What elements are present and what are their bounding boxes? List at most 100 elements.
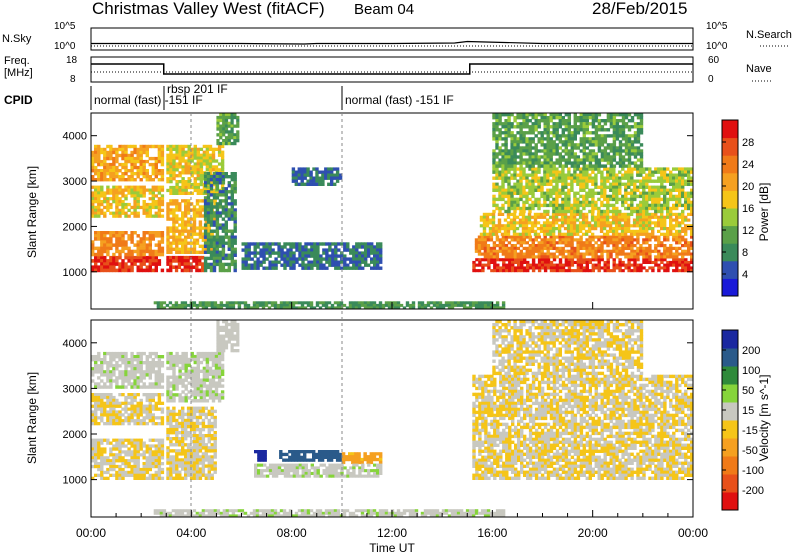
power-cell [253, 242, 257, 246]
power-cell [591, 246, 595, 250]
power-cell [330, 182, 334, 186]
power-cell [324, 176, 328, 180]
power-cell [139, 162, 143, 167]
power-cell [624, 170, 628, 174]
power-cell [373, 245, 377, 249]
power-cell [558, 119, 562, 123]
power-cell [510, 146, 514, 150]
power-cell [552, 244, 556, 248]
power-cell [498, 116, 502, 120]
power-cell [136, 246, 140, 251]
power-cell [181, 168, 185, 172]
power-cell [558, 173, 562, 177]
power-cell [195, 202, 200, 206]
power-cell [605, 229, 610, 233]
power-cell [513, 197, 517, 202]
power-cell [579, 266, 584, 270]
power-cell [681, 266, 685, 270]
power-cell [387, 303, 392, 307]
power-cell [478, 263, 482, 267]
power-cell [576, 263, 581, 267]
power-cell [511, 260, 515, 264]
power-cell [221, 262, 226, 267]
power-cell [160, 153, 165, 158]
power-cell [645, 212, 649, 216]
power-cell [501, 252, 506, 256]
power-cell [627, 143, 632, 147]
power-cell [517, 269, 521, 273]
power-cell [373, 248, 377, 252]
power-cell [489, 252, 494, 256]
power-cell [91, 165, 95, 170]
power-cell [169, 208, 173, 212]
power-cell [621, 203, 625, 208]
power-cell [554, 215, 559, 219]
power-cell [570, 206, 574, 211]
power-cell [333, 167, 337, 171]
power-cell [516, 179, 520, 183]
power-cell [364, 263, 368, 267]
power-cell [230, 262, 234, 267]
power-cell [495, 137, 499, 141]
power-cell [376, 260, 380, 264]
power-cell [612, 134, 617, 138]
power-cell [684, 182, 688, 186]
power-cell [199, 168, 204, 172]
power-cell [523, 260, 527, 264]
power-cell [97, 162, 101, 167]
power-cell [139, 262, 143, 266]
power-cell [570, 182, 574, 186]
power-cell [614, 229, 619, 233]
power-cell [358, 245, 362, 249]
power-cell [624, 182, 628, 186]
power-cell [663, 191, 667, 195]
power-cell [148, 205, 152, 210]
power-cell [588, 167, 592, 171]
power-cell [558, 161, 562, 165]
power-cell [225, 306, 230, 309]
power-cell [591, 131, 596, 135]
power-cell [561, 167, 565, 171]
power-cell [100, 234, 104, 238]
power-cell [603, 185, 607, 189]
power-cell [483, 252, 488, 256]
power-cell [224, 136, 229, 140]
power-cell [334, 251, 338, 255]
power-cell [573, 125, 577, 129]
power-cell [599, 218, 604, 222]
power-cell [672, 218, 676, 222]
power-cell [367, 245, 371, 249]
power-cell [218, 202, 223, 206]
power-cell [336, 301, 341, 305]
power-cell [666, 188, 670, 192]
power-cell [212, 229, 217, 233]
power-cell [187, 144, 191, 149]
power-cell [97, 268, 101, 273]
power-cell [527, 212, 532, 216]
velocity-cell [100, 467, 104, 472]
power-cell [130, 249, 134, 254]
power-cell [617, 218, 622, 222]
power-cell [675, 185, 679, 189]
power-cell [321, 301, 326, 305]
power-cell [360, 303, 365, 307]
power-cell [534, 249, 538, 253]
power-cell [561, 238, 565, 242]
power-cell [192, 259, 196, 263]
power-cell [531, 176, 535, 180]
power-cell [567, 176, 571, 180]
power-cell [588, 155, 593, 159]
power-cell [606, 185, 610, 189]
power-cell [594, 140, 599, 144]
power-cell [145, 205, 149, 210]
power-cell [151, 255, 155, 260]
power-cell [178, 241, 182, 245]
velocity-cell [91, 476, 95, 480]
power-cell [555, 170, 559, 174]
power-cell [633, 206, 637, 211]
power-cell [192, 205, 197, 209]
power-cell [555, 122, 559, 126]
power-cell [594, 252, 598, 256]
power-cell [612, 113, 617, 117]
power-cell [199, 182, 204, 187]
